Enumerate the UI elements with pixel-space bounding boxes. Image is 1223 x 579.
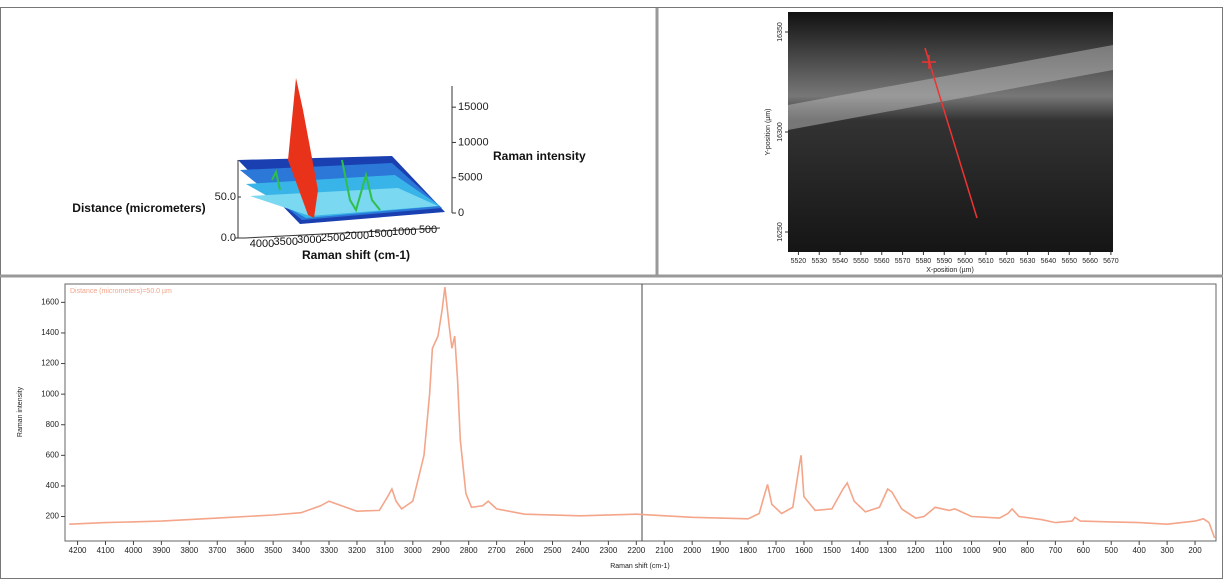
- x-tick-label: 2200: [627, 546, 645, 555]
- x-tick-label: 3900: [152, 546, 170, 555]
- x-tick-label: 4000: [250, 238, 274, 250]
- x-tick-label: 3600: [236, 546, 254, 555]
- y-tick-label: 200: [46, 512, 60, 521]
- y-tick-label: 0.0: [221, 232, 236, 244]
- x-tick-label: 900: [993, 546, 1007, 555]
- x-tick-label: 1500: [368, 228, 392, 240]
- spectrum-line: [69, 287, 1216, 539]
- x-tick-label: 400: [1132, 546, 1146, 555]
- x-tick-label: 1000: [963, 546, 981, 555]
- x-tick-label: 600: [1077, 546, 1091, 555]
- plot-frame: [64, 283, 1217, 542]
- x-tick-label: 800: [1021, 546, 1035, 555]
- z-tick-label: 0: [458, 207, 464, 219]
- y-tick-label: 1000: [41, 389, 59, 398]
- x-tick-label: 5580: [916, 258, 932, 265]
- x-tick-label: 5560: [874, 258, 890, 265]
- x-tick-label: 2700: [488, 546, 506, 555]
- x-tick-label: 2800: [460, 546, 478, 555]
- x-tick-label: 5650: [1061, 258, 1077, 265]
- x-tick-label: 1000: [392, 226, 416, 238]
- x-tick-label: 3200: [348, 546, 366, 555]
- y-tick-label: 400: [46, 481, 60, 490]
- y-tick-label: 16300: [777, 122, 784, 142]
- x-tick-label: 4200: [69, 546, 87, 555]
- x-tick-label: 3800: [180, 546, 198, 555]
- y-tick-label: 1600: [41, 297, 59, 306]
- y-axis-title: Y-position (µm): [765, 109, 772, 156]
- x-tick-label: 2500: [544, 546, 562, 555]
- x-tick-label: 3500: [264, 546, 282, 555]
- x-tick-label: 1100: [935, 546, 953, 555]
- x-tick-label: 500: [419, 224, 437, 236]
- z-tick-label: 15000: [458, 101, 489, 113]
- z-tick-label: 10000: [458, 136, 489, 148]
- x-tick-label: 3500: [273, 236, 297, 248]
- x-tick-label: 3000: [404, 546, 422, 555]
- legend-label: Distance (micrometers)=50.0 µm: [70, 288, 172, 295]
- x-axis-title: Raman shift (cm-1): [302, 248, 410, 262]
- y-tick-label: 1200: [41, 359, 59, 368]
- x-tick-label: 5570: [895, 258, 911, 265]
- x-tick-label: 5540: [832, 258, 848, 265]
- waterfall-surface: [235, 78, 453, 239]
- x-tick-label: 1500: [823, 546, 841, 555]
- x-tick-label: 3100: [376, 546, 394, 555]
- x-tick-label: 500: [1105, 546, 1119, 555]
- image-band: [788, 45, 1113, 130]
- x-tick-label: 5590: [936, 258, 952, 265]
- x-tick-label: 2100: [655, 546, 673, 555]
- x-tick-label: 3300: [320, 546, 338, 555]
- x-tick-label: 3400: [292, 546, 310, 555]
- x-tick-label: 4100: [97, 546, 115, 555]
- x-tick-label: 4000: [125, 546, 143, 555]
- x-tick-label: 1700: [767, 546, 785, 555]
- x-tick-label: 3700: [208, 546, 226, 555]
- x-tick-label: 300: [1160, 546, 1174, 555]
- x-tick-label: 5640: [1041, 258, 1057, 265]
- x-tick-label: 5610: [978, 258, 994, 265]
- x-tick-label: 2600: [516, 546, 534, 555]
- x-tick-label: 5550: [853, 258, 869, 265]
- x-axis-title: X-position (µm): [926, 267, 974, 274]
- x-tick-label: 2000: [683, 546, 701, 555]
- x-tick-label: 5520: [791, 258, 807, 265]
- x-tick-label: 2300: [599, 546, 617, 555]
- x-tick-label: 1400: [851, 546, 869, 555]
- y-axis-title: Distance (micrometers): [72, 201, 205, 215]
- x-tick-label: 1200: [907, 546, 925, 555]
- y-tick-label: 600: [46, 450, 60, 459]
- x-tick-label: 5630: [1020, 258, 1036, 265]
- x-tick-label: 2900: [432, 546, 450, 555]
- x-tick-label: 3000: [297, 234, 321, 246]
- x-axis-title: Raman shift (cm-1): [610, 563, 670, 570]
- x-tick-label: 2400: [572, 546, 590, 555]
- x-tick-label: 5600: [957, 258, 973, 265]
- x-tick-label: 1600: [795, 546, 813, 555]
- x-tick-label: 1900: [711, 546, 729, 555]
- z-axis-title: Raman intensity: [493, 149, 586, 163]
- z-tick-label: 5000: [458, 172, 482, 184]
- y-tick-label: 1400: [41, 328, 59, 337]
- x-tick-label: 5670: [1103, 258, 1119, 265]
- y-tick-label: 50.0: [215, 191, 236, 203]
- y-tick-label: 800: [46, 420, 60, 429]
- x-tick-label: 2500: [321, 232, 345, 244]
- x-tick-label: 5530: [811, 258, 827, 265]
- x-tick-label: 1800: [739, 546, 757, 555]
- x-tick-label: 1300: [879, 546, 897, 555]
- cursor-cross: [922, 55, 936, 69]
- x-tick-label: 700: [1049, 546, 1063, 555]
- y-tick-label: 16250: [777, 222, 784, 242]
- profile-line: [924, 47, 978, 219]
- x-tick-label: 2000: [345, 230, 369, 242]
- x-tick-label: 200: [1188, 546, 1202, 555]
- y-axis-title: Raman intensity: [17, 386, 24, 437]
- x-tick-label: 5660: [1082, 258, 1098, 265]
- x-tick-label: 5620: [999, 258, 1015, 265]
- y-tick-label: 16350: [777, 22, 784, 42]
